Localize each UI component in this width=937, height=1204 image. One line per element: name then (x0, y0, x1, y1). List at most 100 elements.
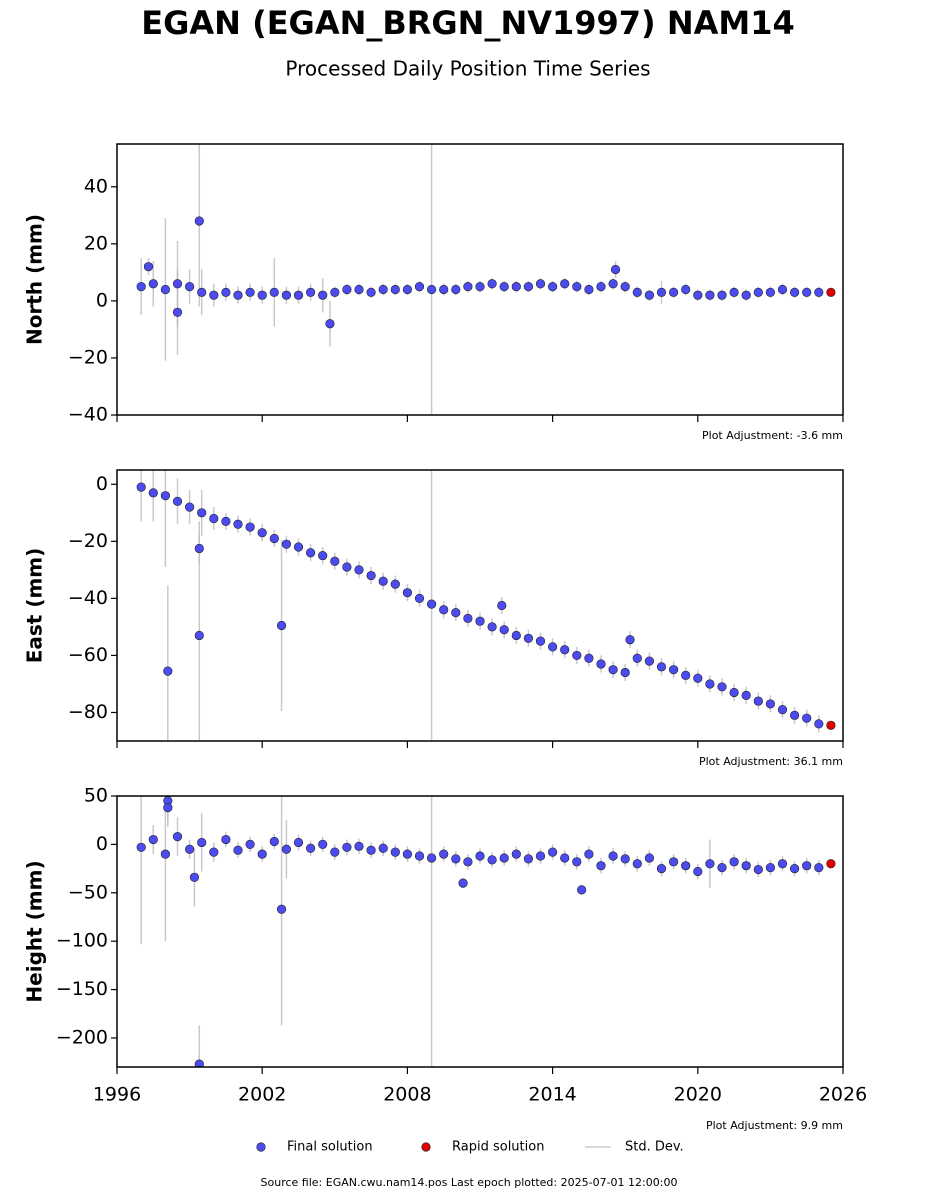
data-point (693, 673, 703, 683)
x-tick-label: 2026 (819, 1084, 867, 1106)
plot-adjustment: Plot Adjustment: 9.9 mm (706, 1119, 843, 1132)
x-tick-label: 1996 (93, 1084, 141, 1106)
data-point (221, 834, 231, 845)
data-point (475, 616, 485, 626)
x-tick-label: 2020 (674, 1084, 722, 1106)
data-point (789, 863, 800, 874)
data-point (777, 705, 788, 715)
data-point (414, 593, 425, 603)
data-point (269, 287, 279, 297)
data-point (826, 287, 836, 297)
data-point (547, 847, 558, 857)
data-point (535, 636, 546, 646)
plot-area (136, 470, 836, 741)
data-point (366, 570, 376, 581)
data-point (318, 550, 328, 561)
y-tick-label: 50 (84, 785, 108, 807)
data-point (511, 630, 521, 641)
data-point (681, 861, 691, 871)
data-point (560, 645, 570, 655)
data-point (209, 290, 219, 300)
data-point (197, 508, 207, 518)
data-point (148, 488, 158, 498)
y-tick-label: −50 (68, 881, 108, 903)
data-point (717, 290, 727, 300)
plot-adjustment: Plot Adjustment: 36.1 mm (699, 755, 843, 768)
data-point (572, 857, 582, 867)
data-point (499, 853, 509, 863)
legend-label: Final solution (287, 1140, 373, 1155)
data-point (306, 548, 316, 558)
data-point (789, 287, 800, 297)
data-point (172, 496, 183, 506)
data-point (717, 863, 727, 873)
y-tick-label: −100 (56, 930, 108, 952)
axes-frame (116, 469, 844, 742)
data-point (596, 861, 606, 871)
data-point (293, 290, 304, 300)
data-point (172, 279, 183, 289)
data-point (194, 1059, 204, 1067)
y-tick-label: 20 (84, 232, 108, 254)
data-point (189, 872, 200, 882)
data-point (765, 863, 776, 873)
data-point (439, 284, 449, 295)
data-point (814, 287, 824, 297)
data-point (693, 290, 703, 300)
data-point (427, 599, 437, 609)
data-point (802, 861, 812, 871)
data-point (632, 859, 642, 869)
y-tick-label: −80 (68, 701, 108, 723)
data-point (656, 662, 667, 672)
data-point (197, 287, 207, 297)
data-point (789, 710, 800, 720)
data-point (378, 576, 388, 586)
data-point (257, 528, 267, 538)
data-point (814, 863, 824, 873)
data-point (390, 847, 400, 857)
data-point (281, 290, 292, 300)
data-point (511, 849, 521, 859)
data-point (681, 284, 691, 295)
data-point (596, 282, 606, 292)
data-point (427, 284, 437, 295)
data-point (487, 855, 497, 865)
data-point (163, 666, 173, 676)
data-point (475, 851, 485, 861)
data-point (342, 562, 352, 572)
axes-frame (116, 143, 844, 416)
data-point (163, 803, 173, 813)
data-point (293, 542, 304, 552)
data-point (753, 287, 763, 297)
data-point (185, 282, 195, 292)
data-point (535, 279, 546, 289)
data-point (656, 287, 667, 297)
data-point (753, 696, 763, 706)
data-point (741, 861, 751, 871)
data-point (765, 287, 776, 297)
data-point (487, 622, 497, 632)
data-point (705, 290, 715, 300)
data-point (209, 847, 219, 857)
data-point (185, 844, 195, 854)
data-point (625, 635, 635, 645)
data-point (378, 843, 388, 853)
data-point (427, 853, 437, 863)
data-point (644, 853, 655, 863)
data-point (330, 287, 340, 297)
data-point (402, 284, 413, 295)
data-point (577, 885, 587, 895)
data-point (777, 284, 788, 295)
data-point (209, 513, 219, 524)
data-point (233, 845, 243, 855)
data-point (281, 844, 292, 854)
data-point (306, 843, 316, 853)
data-point (257, 290, 267, 300)
data-point (366, 287, 376, 297)
data-point (753, 864, 763, 875)
data-point (802, 287, 812, 297)
data-point (608, 279, 618, 289)
data-point (463, 857, 473, 867)
data-point (535, 851, 546, 861)
y-tick-label: −60 (68, 644, 108, 666)
